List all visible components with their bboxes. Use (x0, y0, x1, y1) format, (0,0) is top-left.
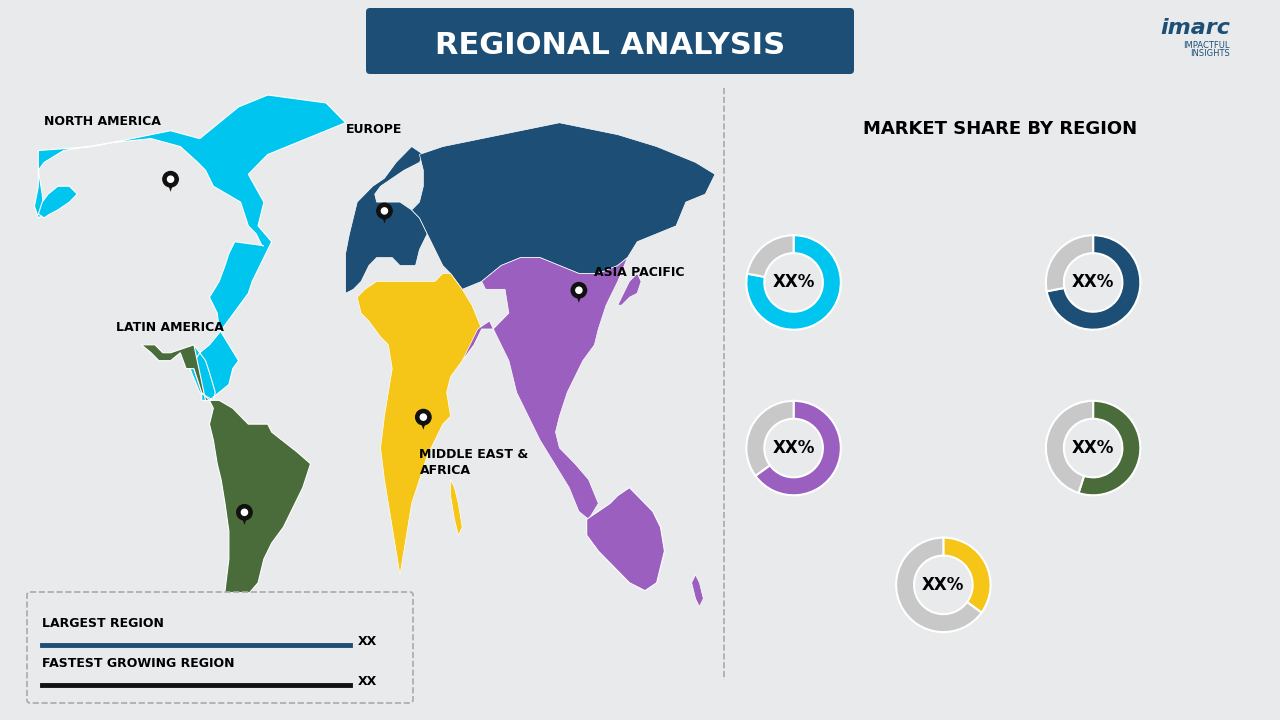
Circle shape (168, 176, 174, 182)
Polygon shape (357, 274, 481, 575)
Text: XX%: XX% (1071, 439, 1115, 457)
Circle shape (163, 171, 178, 187)
Polygon shape (618, 274, 641, 305)
Polygon shape (166, 179, 175, 192)
Wedge shape (1046, 235, 1093, 292)
FancyBboxPatch shape (27, 592, 413, 703)
Wedge shape (746, 401, 794, 476)
Wedge shape (943, 538, 991, 613)
Circle shape (381, 208, 388, 214)
Text: LARGEST REGION: LARGEST REGION (42, 617, 164, 630)
Wedge shape (755, 401, 841, 495)
Wedge shape (748, 235, 794, 277)
Circle shape (376, 203, 392, 219)
Text: REGIONAL ANALYSIS: REGIONAL ANALYSIS (435, 30, 785, 60)
Polygon shape (35, 95, 346, 400)
Text: XX%: XX% (922, 576, 965, 594)
Wedge shape (1079, 401, 1140, 495)
Wedge shape (896, 538, 982, 632)
Text: MIDDLE EAST &
AFRICA: MIDDLE EAST & AFRICA (420, 448, 529, 477)
Polygon shape (451, 480, 462, 535)
Text: XX: XX (358, 635, 378, 648)
Wedge shape (1047, 235, 1140, 330)
Polygon shape (419, 417, 428, 430)
Polygon shape (691, 575, 703, 606)
Text: FASTEST GROWING REGION: FASTEST GROWING REGION (42, 657, 234, 670)
Wedge shape (1046, 401, 1093, 493)
Circle shape (242, 509, 247, 516)
Text: XX%: XX% (1071, 274, 1115, 292)
Polygon shape (38, 186, 77, 218)
Text: EUROPE: EUROPE (346, 122, 402, 136)
Polygon shape (412, 122, 716, 289)
Polygon shape (586, 487, 664, 590)
Text: MARKET SHARE BY REGION: MARKET SHARE BY REGION (863, 120, 1137, 138)
Wedge shape (746, 235, 841, 330)
Polygon shape (575, 290, 584, 303)
Circle shape (237, 505, 252, 520)
Polygon shape (380, 211, 389, 223)
Text: XX%: XX% (772, 439, 815, 457)
Text: NORTH AMERICA: NORTH AMERICA (45, 114, 161, 128)
Text: XX%: XX% (772, 274, 815, 292)
Text: IMPACTFUL: IMPACTFUL (1184, 42, 1230, 50)
Polygon shape (462, 258, 627, 519)
Text: imarc: imarc (1160, 18, 1230, 38)
Circle shape (576, 287, 582, 293)
Polygon shape (346, 147, 428, 293)
Circle shape (416, 410, 431, 425)
Text: LATIN AMERICA: LATIN AMERICA (116, 321, 224, 334)
Circle shape (420, 414, 426, 420)
Text: INSIGHTS: INSIGHTS (1190, 50, 1230, 58)
Text: ASIA PACIFIC: ASIA PACIFIC (594, 266, 685, 279)
Polygon shape (141, 345, 311, 654)
FancyBboxPatch shape (366, 8, 854, 74)
Polygon shape (241, 513, 248, 525)
Circle shape (571, 282, 586, 298)
Text: XX: XX (358, 675, 378, 688)
